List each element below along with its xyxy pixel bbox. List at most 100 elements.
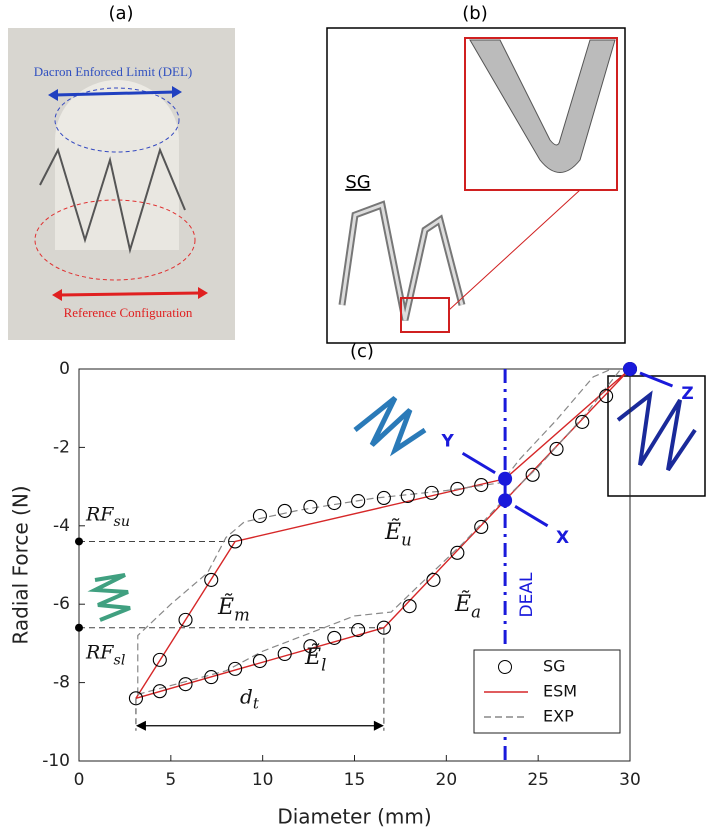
arrowhead (135, 720, 146, 731)
legend-label: EXP (543, 707, 574, 726)
modulus-label-sub: a (471, 602, 481, 621)
wire (39, 147, 186, 254)
data-point (424, 485, 439, 500)
y-tick-label: -8 (53, 673, 70, 693)
modulus-label-base: Ẽ (384, 517, 401, 545)
modulus-label-sub: l (321, 655, 326, 674)
series-line (137, 368, 622, 695)
ref-label: RFsl (85, 642, 125, 669)
data-point (402, 599, 417, 614)
y-tick-label: -6 (53, 594, 70, 614)
data-point (152, 684, 167, 699)
modulus-label-base: Ẽ (454, 589, 471, 617)
data-point (178, 612, 193, 627)
modulus-label: Ẽm (217, 592, 250, 624)
arrowhead (52, 289, 62, 301)
data-point (327, 630, 342, 645)
data-point (252, 653, 267, 669)
ref-label-base: RF (85, 642, 114, 664)
marker-arrow (639, 371, 674, 388)
zoom-box (400, 297, 450, 333)
ref-point (75, 537, 83, 546)
marker (623, 362, 637, 376)
data-point (351, 494, 366, 509)
zoom-line (448, 189, 581, 311)
deal-label: DEAL (517, 572, 537, 617)
data-point (277, 646, 292, 662)
arrowhead (373, 720, 384, 731)
stent-render (353, 396, 427, 457)
stent (340, 202, 464, 321)
ref-label-base: RF (85, 503, 114, 525)
data-point (575, 414, 590, 429)
del-ellipse (54, 87, 180, 153)
ref-point (75, 623, 83, 632)
data-point (525, 467, 540, 482)
dt-label-base: d (240, 684, 253, 708)
arrow (54, 90, 176, 97)
y-tick-label: -2 (53, 437, 70, 457)
x-tick-label: 0 (74, 770, 85, 790)
data-point (204, 670, 219, 685)
data-point (152, 652, 167, 667)
marker-label: X (556, 528, 569, 548)
photo-text: Dacron Enforced Limit (DEL) (34, 64, 192, 79)
legend-label: SG (543, 657, 566, 676)
marker (498, 471, 513, 486)
data-point (376, 620, 391, 635)
stent-render (616, 390, 697, 472)
x-tick-label: 25 (527, 770, 549, 790)
stent-render (87, 573, 131, 622)
marker-label: Z (681, 384, 693, 404)
data-point (327, 496, 342, 511)
data-point (549, 441, 564, 457)
data-point (426, 572, 441, 587)
modulus-label: Ẽl (304, 642, 326, 674)
arrowhead (172, 86, 182, 98)
data-point (599, 388, 614, 404)
data-point (228, 534, 243, 549)
ref-label-sub: sl (114, 652, 126, 668)
y-tick-label: -10 (42, 751, 70, 771)
data-point (474, 477, 489, 493)
y-tick-label: -4 (53, 516, 70, 536)
ref-label-sub: su (114, 514, 131, 530)
photo-text: Reference Configuration (64, 305, 193, 320)
x-axis-title: Diameter (mm) (277, 805, 431, 829)
x-tick-label: 5 (165, 770, 176, 790)
data-point (474, 519, 489, 535)
x-tick-label: 30 (619, 770, 641, 790)
legend-label: ESM (543, 682, 577, 701)
data-point (450, 481, 465, 497)
modulus-label-base: Ẽ (304, 642, 321, 670)
panel-label: (b) (462, 3, 487, 24)
data-point (204, 572, 219, 587)
x-tick-label: 20 (436, 770, 458, 790)
series-line (135, 368, 631, 699)
ref-ellipse (34, 199, 196, 281)
arrowhead (48, 89, 58, 101)
y-axis-title: Radial Force (N) (9, 485, 33, 644)
panel-label: (a) (108, 3, 133, 24)
data-point (303, 639, 318, 654)
modulus-label-sub: m (234, 605, 250, 624)
data-point (178, 677, 193, 692)
data-point (303, 499, 318, 515)
data-point (228, 661, 243, 676)
marker-arrow (514, 505, 549, 528)
arrow (59, 291, 201, 297)
dt-label: dt (240, 684, 260, 713)
marker-label: Y (440, 431, 454, 451)
marker (498, 493, 513, 508)
data-point (400, 488, 415, 504)
modulus-label-sub: u (401, 530, 412, 549)
data-point (376, 490, 391, 506)
data-point (128, 691, 143, 706)
data-point (277, 503, 292, 518)
marker-arrow (461, 451, 496, 475)
modulus-label-base: Ẽ (217, 592, 234, 620)
stent-label: SG (345, 172, 370, 193)
dt-label-sub: t (253, 695, 260, 713)
